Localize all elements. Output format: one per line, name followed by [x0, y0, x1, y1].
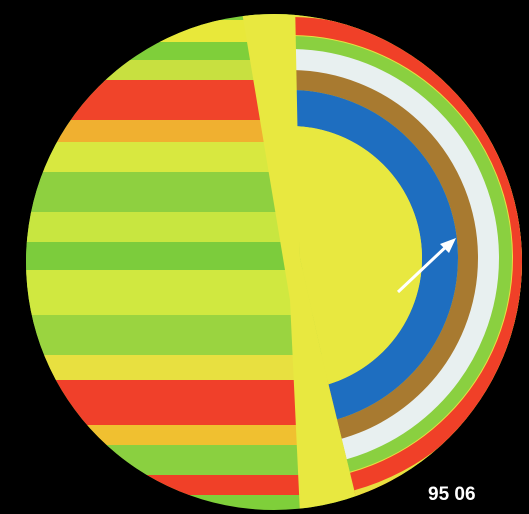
arrow — [396, 241, 452, 294]
date-label: 95 06 — [428, 484, 476, 505]
arrow-head — [440, 238, 456, 253]
